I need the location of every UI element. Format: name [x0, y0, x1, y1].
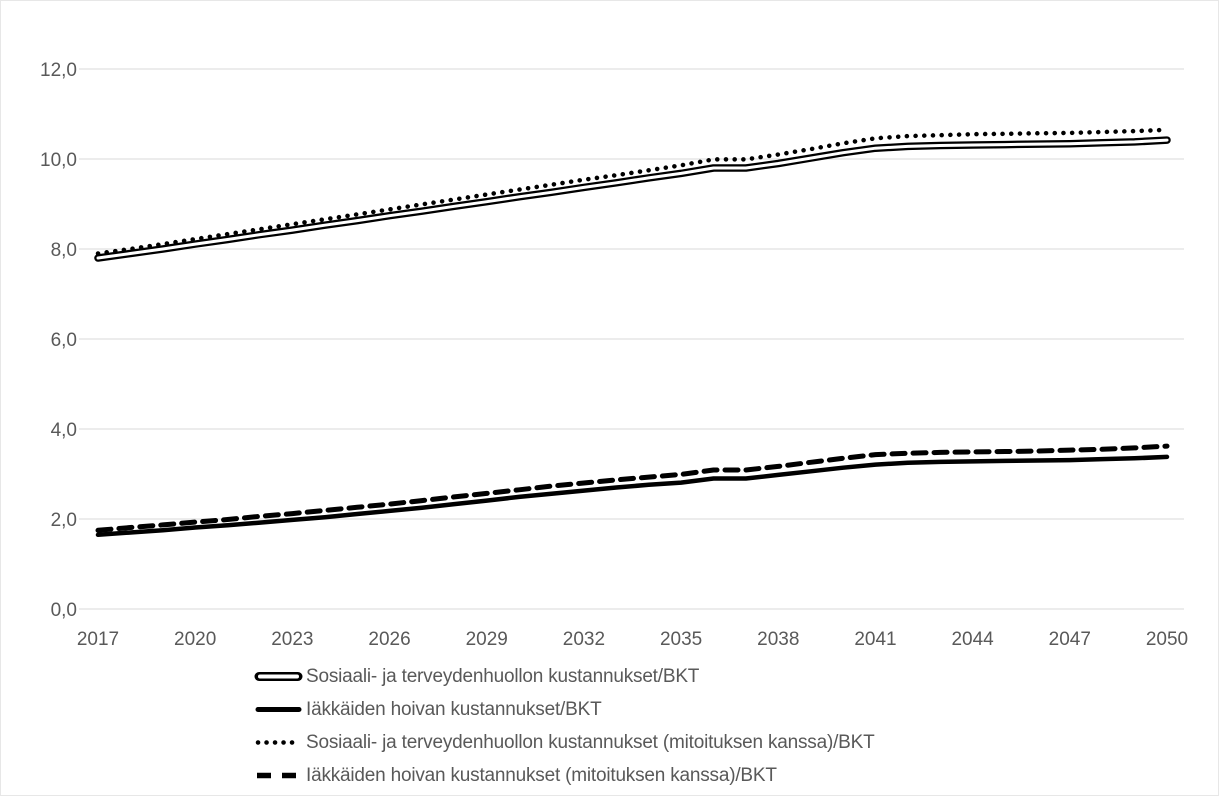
legend-item-hoiva-mitoitus: Iäkkäiden hoivan kustannukset (mitoituks…: [254, 759, 875, 792]
x-tick-label: 2017: [77, 629, 119, 650]
y-tick-label: 2,0: [51, 510, 77, 531]
x-tick-label: 2047: [1049, 629, 1091, 650]
legend-marker-double-line-icon: [254, 672, 303, 681]
y-tick-label: 4,0: [51, 420, 77, 441]
x-tick-label: 2044: [951, 629, 994, 650]
series-line-2: [95, 127, 1170, 256]
y-tick-label: 8,0: [51, 240, 77, 261]
legend-label: Iäkkäiden hoivan kustannukset/BKT: [306, 698, 602, 720]
legend-marker-dashed-line-icon: [257, 772, 300, 779]
legend-item-hoiva: Iäkkäiden hoivan kustannukset/BKT: [254, 693, 875, 726]
chart-legend: Sosiaali- ja terveydenhuollon kustannuks…: [254, 660, 875, 792]
series-line-0: [96, 138, 1169, 260]
y-tick-label: 0,0: [51, 600, 77, 621]
legend-marker-solid-line-icon: [255, 707, 302, 712]
series-line-3: [95, 443, 1170, 533]
legend-item-sote: Sosiaali- ja terveydenhuollon kustannuks…: [254, 660, 875, 693]
legend-item-sote-mitoitus: Sosiaali- ja terveydenhuollon kustannuks…: [254, 726, 875, 759]
y-tick-label: 6,0: [51, 330, 77, 351]
line-plot: 0,0 2,0 4,0 6,0 8,0 10,0 12,0 2017 2020 2023 2026 2…: [40, 60, 1188, 650]
x-tick-label: 2041: [854, 629, 896, 650]
x-tick-label: 2029: [466, 629, 508, 650]
x-tick-label: 2050: [1146, 629, 1188, 650]
x-tick-label: 2035: [660, 629, 702, 650]
y-tick-label: 12,0: [40, 60, 77, 81]
x-tick-label: 2023: [271, 629, 313, 650]
x-tick-label: 2020: [174, 629, 216, 650]
x-tick-label: 2026: [368, 629, 410, 650]
y-tick-label: 10,0: [40, 150, 77, 171]
legend-label: Iäkkäiden hoivan kustannukset (mitoituks…: [306, 764, 777, 786]
legend-label: Sosiaali- ja terveydenhuollon kustannuks…: [306, 731, 875, 753]
x-tick-label: 2038: [757, 629, 799, 650]
series-line-1: [95, 454, 1170, 538]
legend-marker-dotted-line-icon: [255, 740, 303, 745]
legend-label: Sosiaali- ja terveydenhuollon kustannuks…: [306, 665, 700, 687]
x-tick-label: 2032: [563, 629, 605, 650]
series-line-0: [94, 136, 1171, 262]
